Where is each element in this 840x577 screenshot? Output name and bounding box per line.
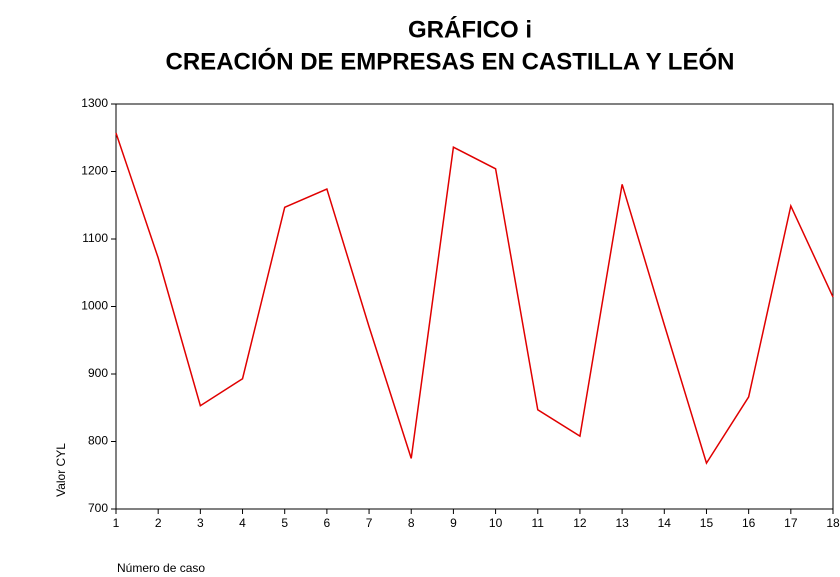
data-line [115,132,834,465]
chart-title: GRÁFICO i [408,15,532,43]
x-tick-label: 6 [324,516,331,530]
y-tick-label: 800 [88,434,108,448]
x-tick-label: 9 [450,516,457,530]
y-tick-label: 1200 [81,164,108,178]
x-tick-label: 10 [489,516,503,530]
y-tick-label: 1100 [82,231,108,245]
x-tick-label: 4 [239,516,246,530]
x-tick-label: 12 [573,516,587,530]
x-tick-label: 18 [826,516,840,530]
y-tick-label: 1300 [81,96,108,110]
x-tick-label: 11 [532,516,545,530]
x-tick-label: 8 [408,516,415,530]
plot-frame [115,103,834,510]
x-axis-label: Número de caso [117,561,205,575]
y-tick-label: 700 [88,501,108,515]
x-tick-label: 13 [615,516,629,530]
chart-subtitle: CREACIÓN DE EMPRESAS EN CASTILLA Y LEÓN [166,47,735,75]
x-tick-label: 17 [784,516,798,530]
x-tick-label: 3 [197,516,204,530]
y-tick-label: 1000 [81,299,108,313]
x-tick-label: 14 [658,516,672,530]
x-tick-label: 1 [113,516,120,530]
x-tick-label: 15 [700,516,714,530]
y-axis-label: Valor CYL [54,443,68,497]
x-tick-label: 2 [155,516,162,530]
x-tick-label: 16 [742,516,756,530]
x-tick-label: 7 [366,516,373,530]
x-tick-label: 5 [281,516,288,530]
y-tick-label: 900 [88,366,108,380]
